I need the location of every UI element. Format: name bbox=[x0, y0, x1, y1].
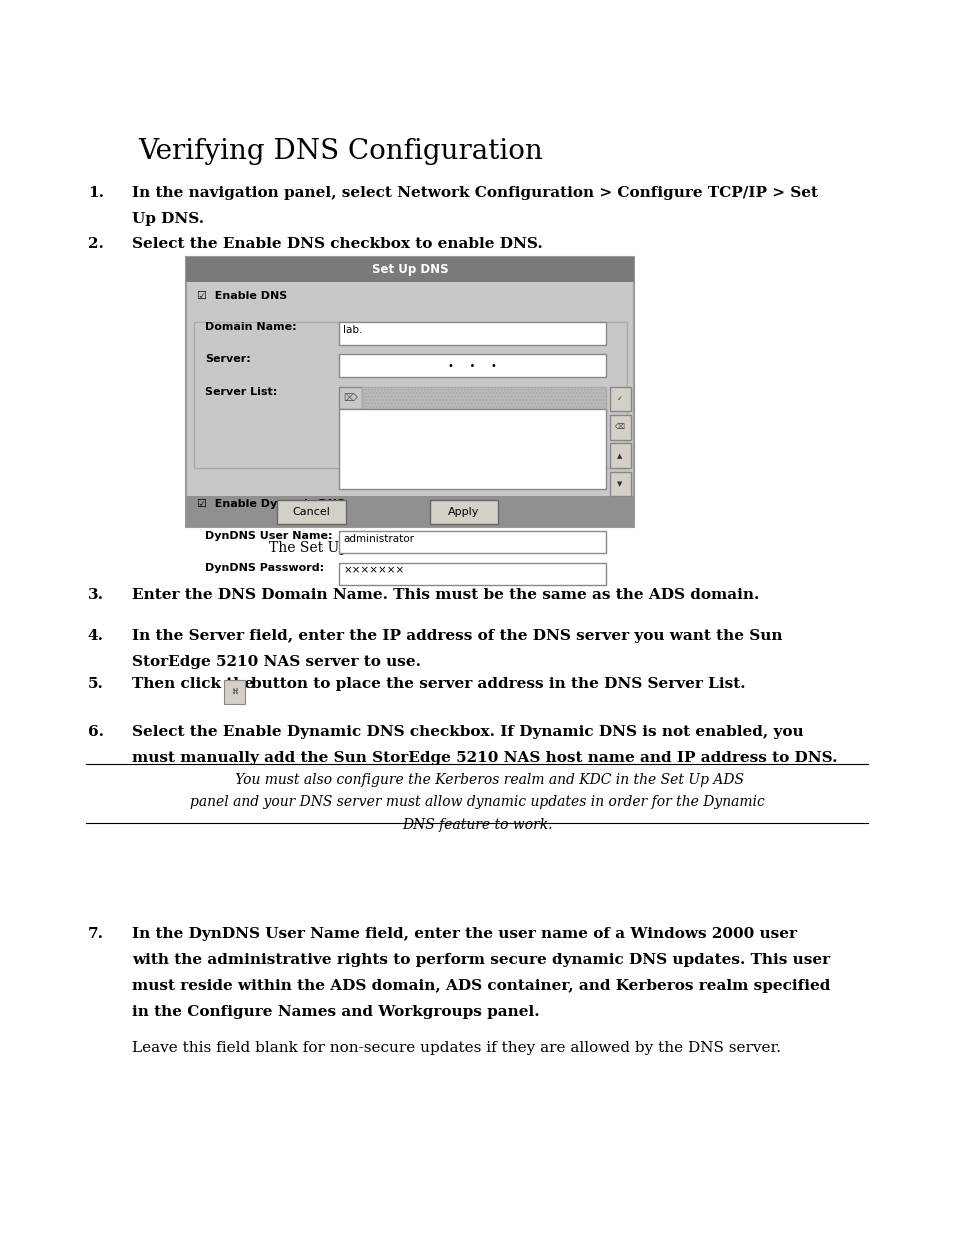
Text: Select the Enable Dynamic DNS checkbox. If Dynamic DNS is not enabled, you: Select the Enable Dynamic DNS checkbox. … bbox=[132, 725, 802, 739]
Text: with the administrative rights to perform secure dynamic DNS updates. This user: with the administrative rights to perfor… bbox=[132, 953, 829, 967]
Bar bbox=[338, 387, 361, 409]
Text: 7.: 7. bbox=[88, 927, 104, 941]
Bar bbox=[609, 415, 630, 440]
Text: DynDNS Password:: DynDNS Password: bbox=[205, 563, 324, 573]
Text: must manually add the Sun StorEdge 5210 NAS host name and IP address to DNS.: must manually add the Sun StorEdge 5210 … bbox=[132, 751, 837, 764]
Text: administrator: administrator bbox=[343, 534, 414, 543]
Bar bbox=[609, 443, 630, 468]
Bar bbox=[186, 257, 634, 282]
Text: 3.: 3. bbox=[88, 588, 104, 601]
Text: button to place the server address in the DNS Server List.: button to place the server address in th… bbox=[251, 677, 744, 690]
Text: Cancel: Cancel bbox=[293, 506, 330, 517]
Text: 6.: 6. bbox=[88, 725, 104, 739]
Text: Leave this field blank for non-secure updates if they are allowed by the DNS ser: Leave this field blank for non-secure up… bbox=[132, 1041, 780, 1055]
Text: ☑  Enable Dynamic DNS: ☑ Enable Dynamic DNS bbox=[197, 499, 345, 509]
Text: In the DynDNS User Name field, enter the user name of a Windows 2000 user: In the DynDNS User Name field, enter the… bbox=[132, 927, 796, 941]
Text: in the Configure Names and Workgroups panel.: in the Configure Names and Workgroups pa… bbox=[132, 1005, 538, 1019]
Text: You must also configure the Kerberos realm and KDC in the Set Up ADS: You must also configure the Kerberos rea… bbox=[210, 773, 743, 787]
Text: DNS feature to work.: DNS feature to work. bbox=[401, 818, 552, 831]
Bar bbox=[338, 531, 605, 553]
Text: 4.: 4. bbox=[88, 629, 104, 642]
Text: Select the Enable DNS checkbox to enable DNS.: Select the Enable DNS checkbox to enable… bbox=[132, 237, 542, 251]
Text: ☑  Enable DNS: ☑ Enable DNS bbox=[197, 291, 288, 301]
Bar bbox=[186, 257, 634, 527]
Text: ×××××××: ××××××× bbox=[343, 566, 404, 576]
Bar bbox=[191, 282, 629, 521]
Text: DynDNS User Name:: DynDNS User Name: bbox=[205, 531, 333, 541]
Bar bbox=[338, 409, 605, 489]
Text: lab.: lab. bbox=[343, 325, 362, 335]
Bar bbox=[361, 387, 605, 409]
Bar bbox=[224, 680, 245, 704]
Text: ▲: ▲ bbox=[617, 453, 622, 458]
Text: In the Server field, enter the IP address of the DNS server you want the Sun: In the Server field, enter the IP addres… bbox=[132, 629, 781, 642]
Text: StorEdge 5210 NAS server to use.: StorEdge 5210 NAS server to use. bbox=[132, 655, 420, 668]
Text: ✓: ✓ bbox=[617, 396, 622, 401]
Bar bbox=[338, 563, 605, 585]
Text: ⌦: ⌦ bbox=[343, 393, 356, 403]
Text: •     •     •: • • • bbox=[447, 361, 497, 370]
Text: Domain Name:: Domain Name: bbox=[205, 322, 296, 332]
Text: Set Up DNS: Set Up DNS bbox=[372, 263, 448, 275]
Bar bbox=[186, 496, 634, 527]
Bar bbox=[277, 500, 346, 524]
Text: 2.: 2. bbox=[88, 237, 104, 251]
Text: In the navigation panel, select Network Configuration > Configure TCP/IP > Set: In the navigation panel, select Network … bbox=[132, 186, 817, 200]
Text: Up DNS.: Up DNS. bbox=[132, 212, 204, 226]
Text: Server List:: Server List: bbox=[205, 387, 277, 396]
Text: Verifying DNS Configuration: Verifying DNS Configuration bbox=[138, 138, 542, 165]
Text: ⌘: ⌘ bbox=[231, 689, 238, 695]
Bar bbox=[609, 472, 630, 496]
Text: Server:: Server: bbox=[205, 354, 251, 364]
Bar bbox=[429, 500, 497, 524]
Bar bbox=[193, 322, 626, 468]
Bar bbox=[609, 387, 630, 411]
Bar bbox=[338, 322, 605, 345]
Text: Apply: Apply bbox=[448, 506, 479, 517]
Text: ▼: ▼ bbox=[617, 482, 622, 487]
Text: 5.: 5. bbox=[88, 677, 104, 690]
Bar bbox=[338, 354, 605, 377]
Text: ⌫: ⌫ bbox=[615, 425, 624, 430]
Text: 1.: 1. bbox=[88, 186, 104, 200]
Text: Enter the DNS Domain Name. This must be the same as the ADS domain.: Enter the DNS Domain Name. This must be … bbox=[132, 588, 759, 601]
Text: must reside within the ADS domain, ADS container, and Kerberos realm specified: must reside within the ADS domain, ADS c… bbox=[132, 979, 829, 993]
Text: The Set Up DNS Panel: The Set Up DNS Panel bbox=[269, 541, 427, 555]
Text: Then click the: Then click the bbox=[132, 677, 253, 690]
Text: panel and your DNS server must allow dynamic updates in order for the Dynamic: panel and your DNS server must allow dyn… bbox=[190, 795, 763, 809]
